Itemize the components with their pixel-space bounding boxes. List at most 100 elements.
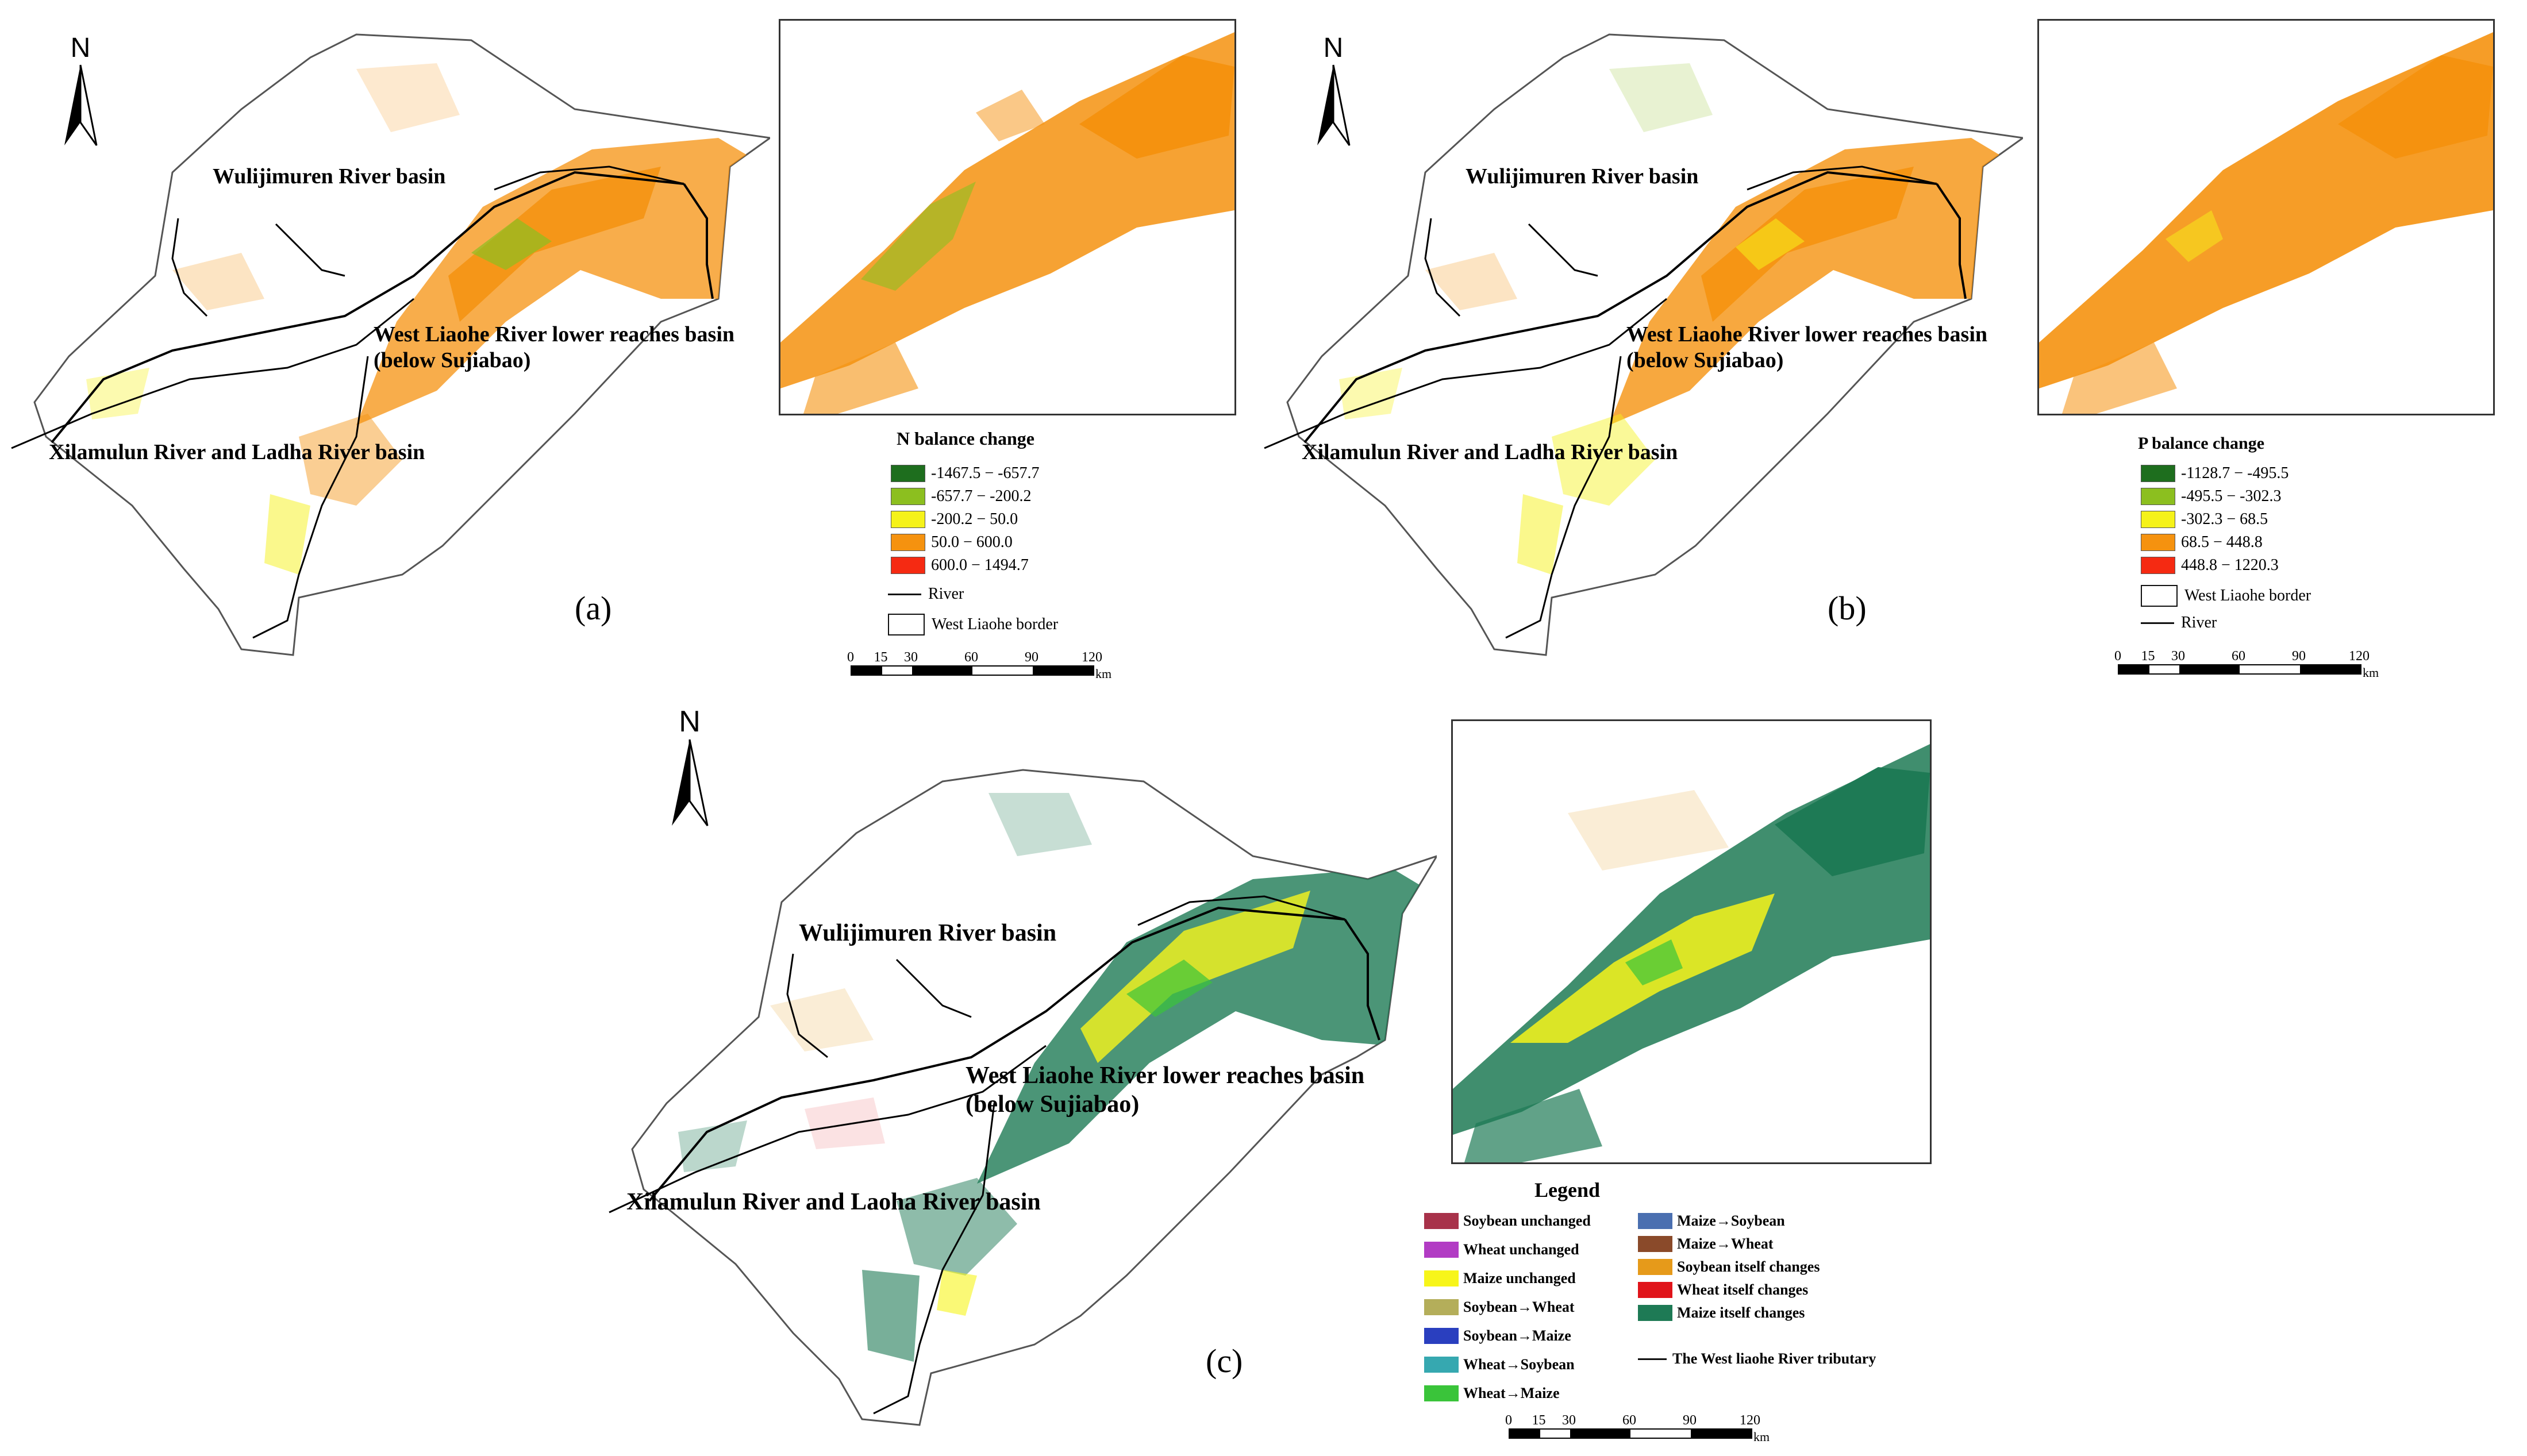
scale-tick-label: 30 xyxy=(2171,649,2185,664)
scale-bar-segment xyxy=(912,667,972,675)
legend-label: -302.3 − 68.5 xyxy=(2181,510,2268,528)
scale-bar-segments xyxy=(1509,1428,1752,1439)
scale-bar-segment xyxy=(1510,1430,1540,1438)
legend-swatch xyxy=(2141,534,2175,551)
legend-c-tributary-label: The West liaohe River tributary xyxy=(1672,1350,1876,1367)
label-west-liaohe-line2: (below Sujiabao) xyxy=(966,1091,1140,1118)
legend-b-class-3: -302.3 − 68.5 xyxy=(2141,510,2268,529)
legend-a-class-3: -200.2 − 50.0 xyxy=(891,510,1018,529)
legend-c-item-2-4: Wheat itself changes xyxy=(1638,1281,1808,1299)
legend-title-c: Legend xyxy=(1534,1178,1601,1201)
scale-bar-c: 0 15 30 60 90 120 km xyxy=(1505,1412,1770,1444)
legend-a-class-1: -1467.5 − -657.7 xyxy=(891,464,1039,483)
zoom-inset-a xyxy=(779,19,1236,415)
legend-label: -200.2 − 50.0 xyxy=(931,510,1018,528)
label-west-liaohe: West Liaohe River lower reaches basin (b… xyxy=(1626,322,1987,373)
label-wulijimuren: Wulijimuren River basin xyxy=(1466,164,1699,188)
legend-label: 448.8 − 1220.3 xyxy=(2181,556,2279,574)
scale-tick-label: 0 xyxy=(2114,649,2121,664)
legend-c-item-1-7: Wheat→Maize xyxy=(1424,1385,1560,1402)
panel-label-b: (b) xyxy=(1828,590,1867,627)
legend-label: 68.5 − 448.8 xyxy=(2181,533,2263,551)
scale-unit-label: km xyxy=(1095,667,1112,681)
scale-tick-labels: 0 15 30 60 90 120 xyxy=(2114,648,2371,664)
legend-a-class-5: 600.0 − 1494.7 xyxy=(891,556,1029,575)
legend-b-class-2: -495.5 − -302.3 xyxy=(2141,487,2281,506)
north-arrow-icon xyxy=(672,739,709,826)
zoom-inset-b-map xyxy=(2039,32,2493,414)
legend-label: -1128.7 − -495.5 xyxy=(2181,464,2289,482)
north-arrow: N xyxy=(664,707,716,831)
legend-a-river-label: River xyxy=(928,585,964,603)
legend-swatch xyxy=(1638,1236,1672,1252)
legend-b-class-4: 68.5 − 448.8 xyxy=(2141,533,2263,552)
legend-label: Maize itself changes xyxy=(1677,1304,1805,1321)
legend-swatch xyxy=(1424,1385,1459,1401)
legend-b-river-label: River xyxy=(2181,614,2217,631)
scale-tick-label: 60 xyxy=(964,650,978,665)
north-arrow: N xyxy=(1310,34,1356,151)
legend-swatch xyxy=(2141,488,2175,505)
basin-map-a xyxy=(11,33,770,656)
scale-bar-segment xyxy=(1570,1430,1630,1438)
legend-b-class-5: 448.8 − 1220.3 xyxy=(2141,556,2279,575)
legend-c-item-1-5: Soybean→Maize xyxy=(1424,1327,1571,1345)
scale-tick-label: 0 xyxy=(847,650,854,665)
label-west-liaohe-line1: West Liaohe River lower reaches basin xyxy=(374,322,735,346)
legend-swatch xyxy=(891,465,925,482)
legend-c-item-1-1: Soybean unchanged xyxy=(1424,1212,1591,1230)
legend-b-border: West Liaohe border xyxy=(2141,585,2311,607)
scale-bar-segment xyxy=(2300,665,2360,673)
north-arrow-icon xyxy=(64,64,98,146)
legend-label: Wheat→Maize xyxy=(1463,1385,1560,1401)
river-line-swatch xyxy=(2141,622,2174,624)
legend-swatch xyxy=(891,488,925,505)
scale-bar-a: 0 15 30 60 90 120 km xyxy=(847,649,1111,681)
panel-label-c: (c) xyxy=(1206,1342,1243,1380)
legend-label: Wheat unchanged xyxy=(1463,1241,1579,1258)
label-west-liaohe-line1: West Liaohe River lower reaches basin xyxy=(1626,322,1988,346)
legend-a-class-4: 50.0 − 600.0 xyxy=(891,533,1013,552)
north-arrow-icon xyxy=(1317,64,1351,146)
legend-swatch xyxy=(891,534,925,551)
scale-tick-label: 15 xyxy=(1532,1413,1546,1428)
legend-label: Maize unchanged xyxy=(1463,1270,1576,1286)
label-west-liaohe: West Liaohe River lower reaches basin (b… xyxy=(966,1062,1364,1119)
legend-c-item-1-6: Wheat→Soybean xyxy=(1424,1356,1575,1373)
north-label: N xyxy=(679,705,701,738)
label-xilamulun: Xilamulun River and Ladha River basin xyxy=(1302,440,1678,464)
panel-b: N Wulijimuren River basin West Liao xyxy=(1253,0,2523,701)
scale-bar-segment xyxy=(882,667,912,675)
legend-b-class-1: -1128.7 − -495.5 xyxy=(2141,464,2288,483)
scale-tick-label: 30 xyxy=(1562,1413,1576,1428)
label-west-liaohe-line1: West Liaohe River lower reaches basin xyxy=(966,1062,1365,1089)
legend-swatch xyxy=(2141,557,2175,574)
legend-swatch xyxy=(1424,1213,1459,1229)
label-xilamulun: Xilamulun River and Laoha River basin xyxy=(626,1189,1041,1215)
legend-swatch xyxy=(891,557,925,574)
legend-label: Wheat→Soybean xyxy=(1463,1356,1575,1373)
panel-c: N Wulijimuren River basin xyxy=(575,707,1954,1454)
scale-bar-segment xyxy=(2149,665,2179,673)
scale-bar-segment xyxy=(1033,667,1093,675)
legend-label: -1467.5 − -657.7 xyxy=(931,464,1040,482)
zoom-inset-a-map xyxy=(780,32,1234,414)
legend-label: 50.0 − 600.0 xyxy=(931,533,1013,551)
scale-tick-label: 15 xyxy=(874,650,888,665)
legend-a-border-label: West Liaohe border xyxy=(932,615,1059,633)
scale-tick-labels: 0 15 30 60 90 120 xyxy=(847,649,1103,665)
scale-bar-segments xyxy=(851,665,1094,676)
legend-a-class-2: -657.7 − -200.2 xyxy=(891,487,1031,506)
legend-swatch xyxy=(1638,1259,1672,1275)
legend-swatch xyxy=(1424,1357,1459,1373)
scale-tick-label: 0 xyxy=(1505,1413,1512,1428)
basin-map-c xyxy=(609,769,1437,1426)
scale-bar-segment xyxy=(972,667,1033,675)
label-wulijimuren: Wulijimuren River basin xyxy=(799,920,1057,946)
legend-swatch xyxy=(1638,1282,1672,1298)
north-label: N xyxy=(70,33,91,63)
legend-c-item-1-4: Soybean→Wheat xyxy=(1424,1299,1575,1316)
label-wulijimuren: Wulijimuren River basin xyxy=(213,164,446,188)
scale-tick-label: 90 xyxy=(1025,650,1039,665)
north-arrow: N xyxy=(57,34,103,151)
